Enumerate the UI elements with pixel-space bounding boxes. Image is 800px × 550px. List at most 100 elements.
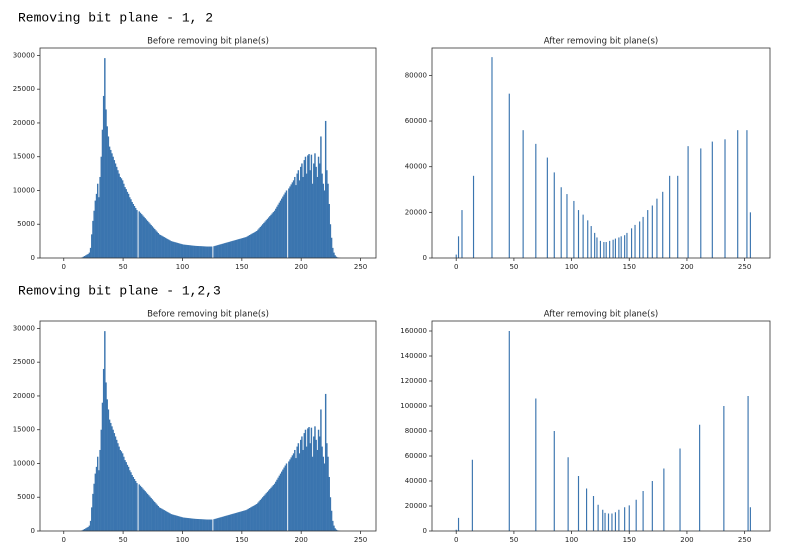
plot-frame — [39, 47, 377, 259]
histogram-bar — [308, 427, 310, 531]
x-tick-label: 100 — [176, 263, 189, 271]
histogram-bar — [174, 242, 176, 258]
histogram-bar — [250, 507, 252, 531]
histogram-bar — [216, 518, 219, 531]
y-tick-label: 25000 — [13, 85, 35, 93]
bar — [457, 236, 460, 258]
histogram-bar — [225, 242, 227, 258]
histogram-bar — [110, 149, 112, 258]
histogram-bar — [271, 213, 273, 258]
histogram-bar — [288, 461, 290, 531]
histogram-bar — [224, 243, 226, 258]
histogram-bar — [246, 509, 249, 531]
bar — [677, 175, 679, 258]
histogram-bar — [329, 497, 332, 531]
bar — [699, 424, 701, 531]
bar — [508, 93, 510, 258]
histogram-bar — [233, 240, 235, 258]
histogram-bar — [310, 427, 313, 531]
bar — [656, 198, 658, 258]
y-tick-label: 20000 — [405, 502, 427, 510]
histogram-bar — [85, 528, 87, 531]
histogram-bar — [332, 247, 334, 258]
bar — [609, 240, 611, 258]
bar — [634, 224, 636, 258]
histogram-bar — [246, 236, 249, 258]
histogram-bar — [272, 212, 275, 258]
bar — [749, 507, 751, 531]
histogram-bar — [159, 508, 162, 531]
histogram-bar — [256, 230, 258, 258]
histogram-bar — [283, 467, 285, 531]
chart-title: Before removing bit plane(s) — [147, 37, 269, 47]
chart-title: After removing bit plane(s) — [544, 310, 658, 320]
histogram-bar — [127, 466, 130, 531]
histogram-bar — [221, 516, 224, 531]
histogram-bar — [157, 233, 159, 258]
histogram-bar — [102, 368, 105, 531]
histogram-bar — [316, 176, 319, 258]
y-tick-label: 10000 — [13, 186, 35, 194]
histogram-bar — [132, 476, 135, 531]
histogram-bar — [210, 246, 213, 258]
histogram-bar — [94, 200, 97, 258]
histogram-bar — [297, 443, 300, 531]
histogram-bar — [96, 456, 99, 531]
histogram-bar — [254, 504, 257, 531]
histogram-bar — [314, 153, 316, 258]
histogram-bar — [228, 241, 231, 258]
y-tick-label: 40000 — [405, 163, 427, 171]
histogram-bar — [101, 129, 104, 258]
histogram-bar — [282, 196, 284, 258]
histogram-bar — [139, 485, 142, 531]
histogram-bar — [330, 237, 333, 258]
histogram-bar — [228, 514, 231, 531]
histogram-bar — [149, 496, 151, 531]
bar — [747, 396, 749, 531]
histogram-bar — [294, 449, 296, 531]
histogram-bar — [327, 456, 329, 531]
y-tick-label: 40000 — [405, 477, 427, 485]
histogram-bar — [245, 237, 247, 258]
histogram-bar — [327, 183, 329, 258]
histogram-bar — [196, 518, 199, 531]
histogram-bar — [291, 182, 294, 258]
bar — [700, 148, 702, 258]
histogram-bar — [267, 217, 270, 258]
histogram-bar — [295, 458, 297, 531]
histogram-bar — [304, 156, 307, 258]
histogram-bar — [226, 515, 228, 531]
histogram-bar — [234, 513, 237, 531]
histogram-bar — [234, 240, 237, 258]
histogram-bar — [104, 331, 106, 531]
histogram-bar — [251, 506, 253, 531]
bar — [611, 513, 613, 531]
histogram-bar — [138, 484, 140, 531]
y-tick-label: 120000 — [400, 377, 427, 385]
x-tick-label: 100 — [176, 536, 189, 544]
plot-frame — [39, 320, 377, 532]
chart-title: Before removing bit plane(s) — [147, 310, 269, 320]
histogram-bar — [301, 163, 303, 258]
histogram-bar — [292, 180, 295, 258]
histogram-bar — [290, 457, 292, 531]
histogram-bar — [320, 409, 322, 531]
histogram-bar — [87, 253, 89, 258]
histogram-bar — [281, 198, 283, 258]
histogram-bar — [218, 517, 220, 531]
histogram-bar — [264, 221, 266, 258]
histogram-bar — [130, 199, 132, 258]
histogram-bar — [309, 443, 311, 531]
histogram-bar — [167, 239, 169, 258]
histogram-bar — [152, 227, 155, 258]
histogram-bar — [195, 518, 197, 531]
y-tick-label: 30000 — [13, 51, 35, 59]
histogram-bar — [161, 508, 163, 531]
histogram-bar — [241, 511, 244, 531]
histogram-bar — [157, 506, 159, 531]
histogram-bar — [83, 255, 86, 258]
histogram-bar — [85, 255, 87, 258]
histogram-bar — [323, 190, 326, 258]
bar — [662, 191, 664, 258]
histogram-bar — [193, 245, 195, 258]
